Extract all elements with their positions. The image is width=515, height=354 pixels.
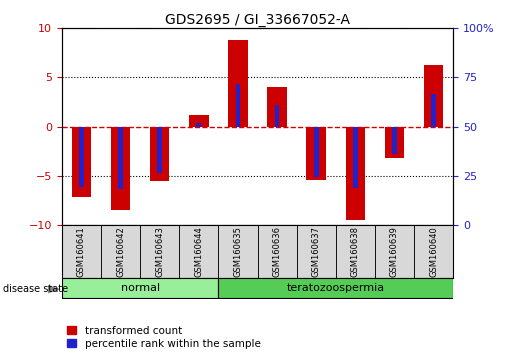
Bar (274, 105, 280, 126)
Bar (218, 278, 453, 298)
Text: GSM160644: GSM160644 (194, 226, 203, 277)
Bar (235, 84, 241, 126)
Bar (385, 126, 404, 158)
Title: GDS2695 / GI_33667052-A: GDS2695 / GI_33667052-A (165, 13, 350, 27)
Bar (431, 94, 436, 126)
Bar (118, 126, 123, 189)
Text: GSM160635: GSM160635 (233, 226, 243, 277)
Bar (111, 126, 130, 210)
Bar (414, 225, 453, 278)
Bar (79, 126, 84, 188)
Bar (258, 225, 297, 278)
Bar (150, 126, 169, 181)
Text: teratozoospermia: teratozoospermia (287, 283, 385, 293)
Bar (101, 225, 140, 278)
Bar (306, 126, 326, 179)
Bar (218, 225, 258, 278)
Legend: transformed count, percentile rank within the sample: transformed count, percentile rank withi… (67, 326, 261, 349)
Bar (336, 225, 375, 278)
Text: GSM160638: GSM160638 (351, 226, 360, 277)
Bar (72, 126, 91, 197)
Text: GSM160637: GSM160637 (312, 226, 321, 277)
Text: GSM160643: GSM160643 (155, 226, 164, 277)
Bar (140, 225, 179, 278)
Text: normal: normal (121, 283, 160, 293)
Polygon shape (48, 285, 61, 293)
Bar (62, 278, 218, 298)
Bar (196, 122, 201, 126)
Bar (353, 126, 358, 188)
Bar (314, 126, 319, 177)
Bar (62, 225, 101, 278)
Text: GSM160641: GSM160641 (77, 226, 86, 277)
Bar (392, 126, 397, 154)
Bar (267, 87, 287, 126)
Bar (297, 225, 336, 278)
Text: disease state: disease state (3, 284, 67, 294)
Bar (346, 126, 365, 220)
Bar (179, 225, 218, 278)
Text: GSM160636: GSM160636 (272, 226, 282, 277)
Bar (157, 126, 162, 173)
Bar (228, 40, 248, 126)
Text: GSM160640: GSM160640 (429, 226, 438, 277)
Text: GSM160642: GSM160642 (116, 226, 125, 277)
Bar (375, 225, 414, 278)
Bar (189, 115, 209, 126)
Text: GSM160639: GSM160639 (390, 226, 399, 277)
Bar (424, 65, 443, 126)
